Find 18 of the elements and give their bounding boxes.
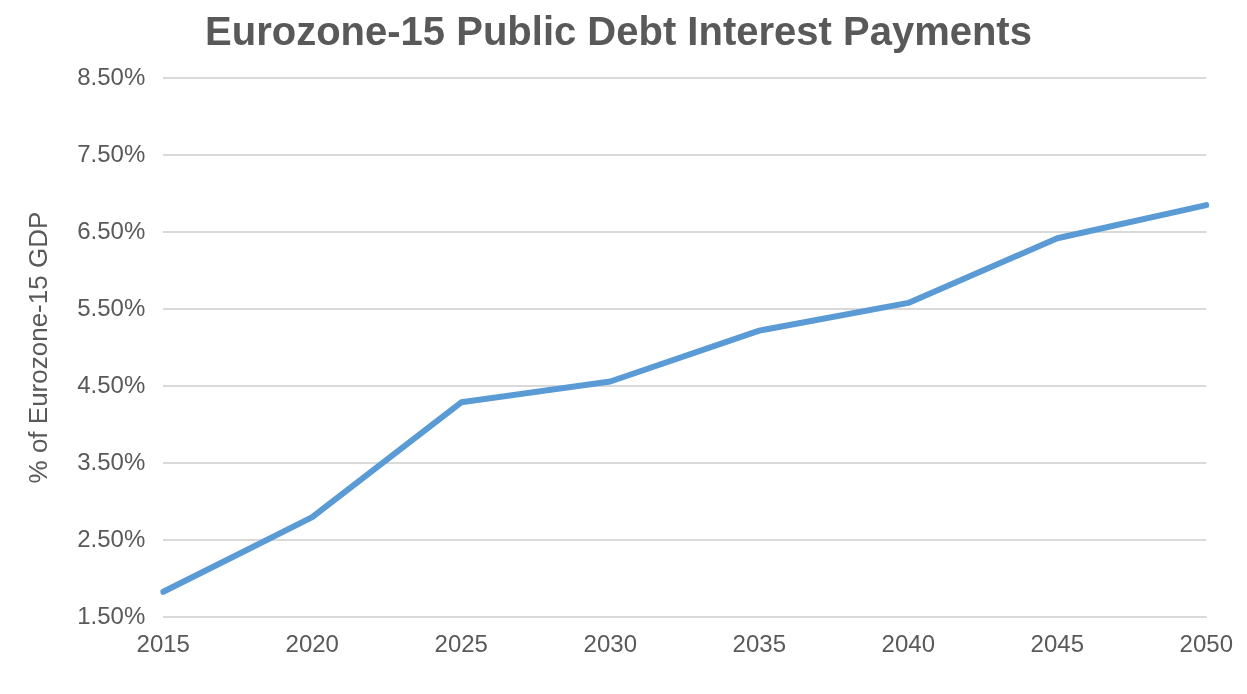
y-tick-label: 2.50% <box>77 524 146 552</box>
x-tick-label: 2035 <box>732 630 786 658</box>
x-tick-label: 2050 <box>1179 630 1233 658</box>
y-axis-title: % of Eurozone-15 GDP <box>22 211 53 484</box>
x-tick-label: 2015 <box>136 630 190 658</box>
x-tick-label: 2045 <box>1030 630 1084 658</box>
y-tick-label: 3.50% <box>77 447 146 475</box>
y-tick-label: 1.50% <box>77 601 146 629</box>
y-tick-label: 7.50% <box>77 139 146 167</box>
x-tick-label: 2025 <box>434 630 488 658</box>
x-tick-label: 2040 <box>881 630 935 658</box>
y-tick-label: 8.50% <box>77 62 146 90</box>
y-tick-label: 6.50% <box>77 216 146 244</box>
y-tick-label: 5.50% <box>77 293 146 321</box>
y-tick-label: 4.50% <box>77 370 146 398</box>
chart-title: Eurozone-15 Public Debt Interest Payments <box>205 9 1032 54</box>
x-tick-label: 2030 <box>583 630 637 658</box>
x-tick-label: 2020 <box>285 630 339 658</box>
